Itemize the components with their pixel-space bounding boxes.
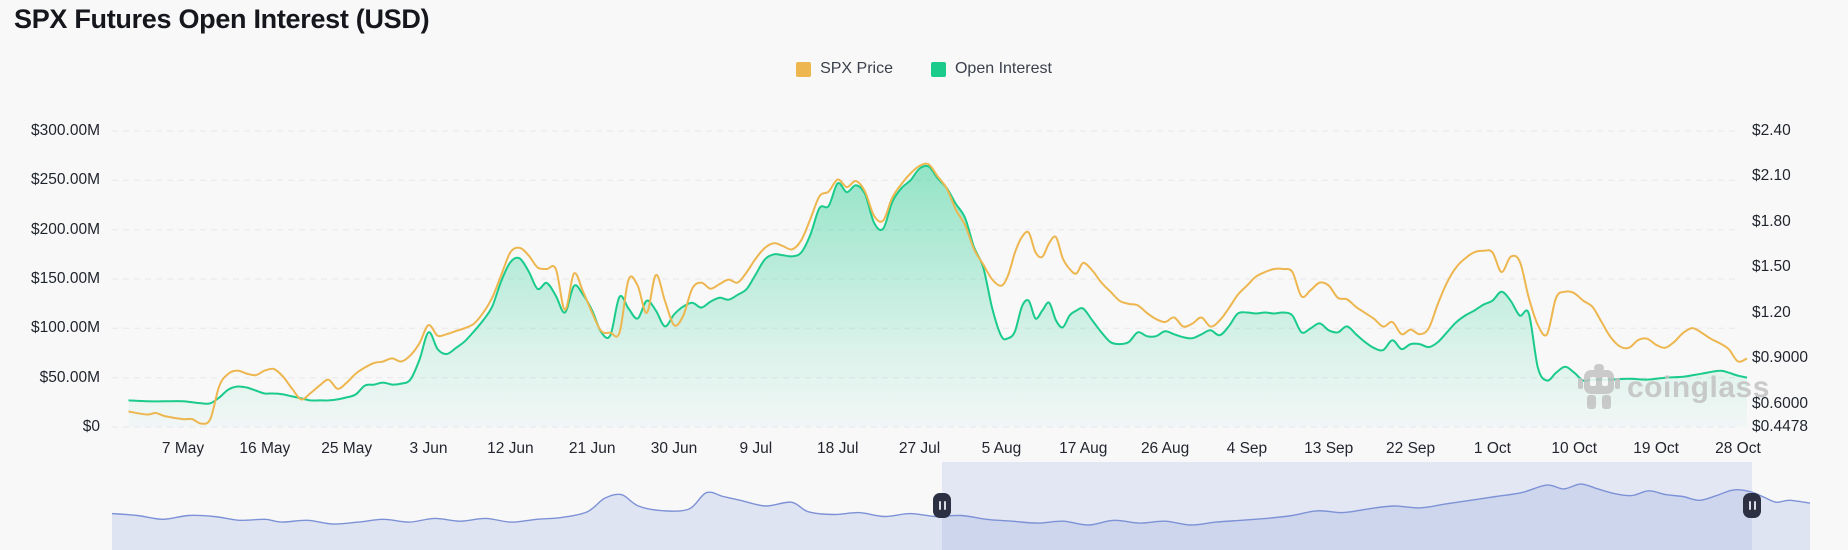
- x-axis-label: 30 Jun: [650, 440, 698, 457]
- x-axis-label: 17 Aug: [1059, 440, 1108, 457]
- x-axis-label: 18 Jul: [817, 440, 859, 457]
- legend: SPX Price Open Interest: [0, 60, 1848, 78]
- navigator-selected-range[interactable]: [942, 462, 1752, 550]
- right-axis-label: $2.40: [1752, 122, 1791, 139]
- left-axis-label: $200.00M: [31, 220, 100, 238]
- x-axis-label: 5 Aug: [981, 440, 1022, 457]
- pause-icon: [1748, 501, 1751, 510]
- navigator-series-line: [111, 483, 1811, 526]
- legend-swatch-spx-price: [796, 61, 812, 77]
- legend-label-open-interest: Open Interest: [954, 60, 1052, 77]
- navigator-left-handle[interactable]: [933, 493, 952, 518]
- left-axis-label: $150.00M: [31, 270, 100, 287]
- pause-icon: [938, 501, 941, 510]
- right-axis-label: $0.9000: [1752, 349, 1809, 367]
- left-axis-label: $250.00M: [31, 171, 100, 189]
- legend-label-spx-price: SPX Price: [820, 60, 893, 77]
- x-axis-label: 21 Jun: [568, 440, 616, 457]
- open-interest-area: [128, 165, 1747, 427]
- right-axis-label: $1.50: [1752, 258, 1791, 276]
- pause-icon: [1753, 501, 1756, 510]
- navigator-series-area[interactable]: [112, 484, 1810, 550]
- right-axis-label: $0.6000: [1752, 394, 1809, 412]
- left-axis-label: $50.00M: [39, 368, 100, 386]
- x-axis-label: 10 Oct: [1551, 440, 1598, 457]
- legend-item-spx-price[interactable]: SPX Price: [796, 60, 893, 78]
- x-axis-label: 13 Sep: [1304, 440, 1354, 457]
- spx-price-line: [128, 162, 1748, 425]
- pause-icon: [943, 501, 946, 510]
- x-axis-label: 27 Jul: [898, 440, 941, 457]
- legend-swatch-open-interest: [930, 61, 946, 77]
- right-axis-label: $1.20: [1752, 303, 1791, 321]
- x-axis-label: 1 Oct: [1473, 440, 1511, 457]
- open-interest-line: [128, 164, 1748, 405]
- x-axis-label: 22 Sep: [1386, 440, 1436, 457]
- x-axis-label: 26 Aug: [1140, 440, 1190, 457]
- right-axis-label: $2.10: [1752, 167, 1791, 185]
- x-axis-label: 16 May: [239, 440, 291, 457]
- x-axis-label: 12 Jun: [487, 440, 534, 457]
- x-axis-label: 25 May: [321, 440, 373, 457]
- legend-item-open-interest[interactable]: Open Interest: [930, 60, 1052, 78]
- x-axis-label: 7 May: [161, 440, 205, 457]
- right-axis-label: $0.4478: [1752, 418, 1809, 435]
- x-axis-label: 4 Sep: [1226, 440, 1268, 457]
- x-axis-label: 28 Oct: [1715, 440, 1761, 457]
- left-axis-label: $100.00M: [31, 319, 100, 337]
- left-axis-label: $0: [82, 418, 100, 435]
- page-title: SPX Futures Open Interest (USD): [14, 4, 430, 34]
- right-axis-label: $1.80: [1752, 212, 1791, 230]
- left-axis-label: $300.00M: [31, 122, 100, 139]
- x-axis-label: 3 Jun: [409, 440, 448, 457]
- x-axis-label: 19 Oct: [1633, 440, 1679, 457]
- navigator-right-handle[interactable]: [1743, 493, 1762, 518]
- x-axis-label: 9 Jul: [739, 440, 773, 457]
